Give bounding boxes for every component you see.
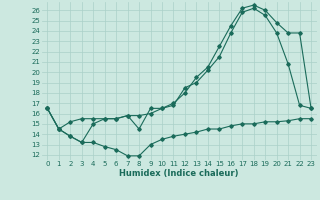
X-axis label: Humidex (Indice chaleur): Humidex (Indice chaleur)	[119, 169, 239, 178]
